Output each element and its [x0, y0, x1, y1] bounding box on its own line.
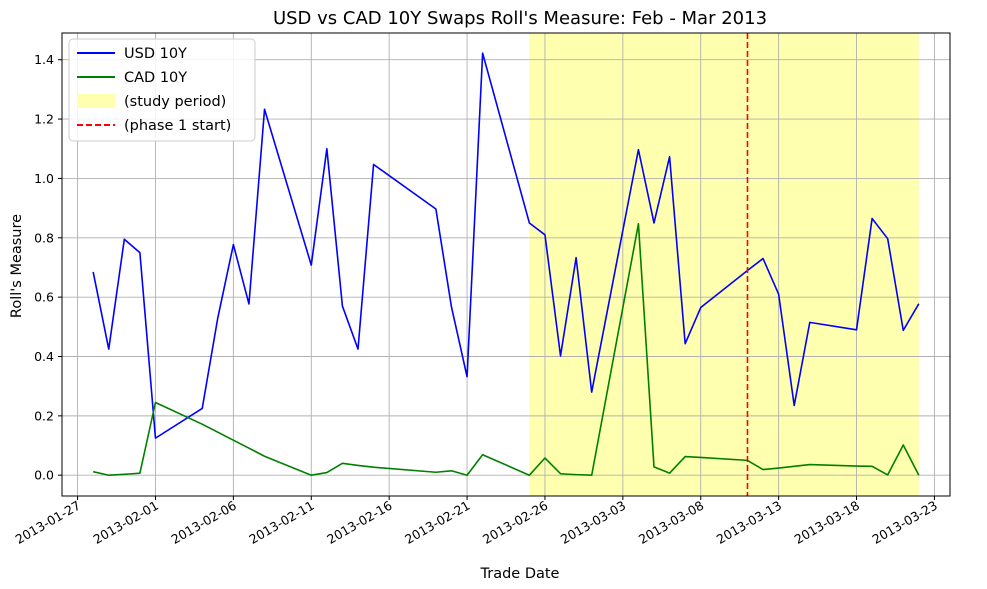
y-tick-label: 1.4 [34, 52, 54, 67]
study-period-region [529, 33, 919, 496]
chart-title: USD vs CAD 10Y Swaps Roll's Measure: Feb… [273, 8, 767, 29]
legend-label-cad: CAD 10Y [124, 70, 187, 86]
legend-box [68, 38, 256, 142]
y-tick-label: 0.2 [34, 408, 54, 423]
y-tick-label: 0.4 [34, 349, 54, 364]
series-line-cad [92, 223, 920, 477]
legend: USD 10Y CAD 10Y (study period) (phase 1 … [68, 38, 256, 142]
y-tick-label: 0.8 [34, 230, 54, 245]
axes-frame [61, 32, 951, 497]
y-tick-label: 1.2 [34, 112, 54, 127]
y-axis-label: Roll's Measure [9, 214, 25, 318]
legend-label-phase1: (phase 1 start) [124, 118, 231, 134]
legend-label-study-period: (study period) [124, 94, 226, 110]
y-tick-label: 0.6 [34, 290, 54, 305]
y-tick-label: 1.0 [34, 171, 54, 186]
legend-label-usd: USD 10Y [124, 46, 187, 62]
x-axis-label: Trade Date [480, 566, 560, 582]
series-line-usd [92, 52, 920, 439]
legend-swatch-study-period [77, 94, 115, 108]
y-tick-label: 0.0 [34, 468, 54, 483]
